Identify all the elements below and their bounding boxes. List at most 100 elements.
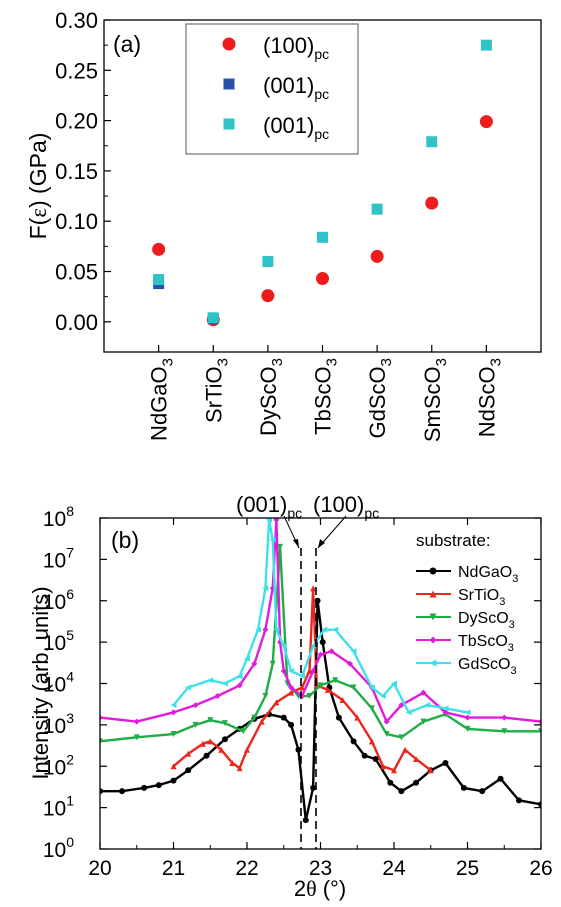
panel-a-x-ticks: NdGaO3 SrTiO3 DyScO3 TbScO3 GdScO3 SmScO3 NdSc… — [147, 345, 504, 442]
series-point-4 — [288, 668, 295, 675]
series-point-1 — [258, 718, 265, 725]
data-point-series-2 — [371, 203, 383, 215]
series-point-4 — [269, 536, 276, 543]
panel-b-x-ticks: 20 21 22 23 24 25 26 — [88, 518, 553, 880]
series-point-3 — [346, 660, 353, 667]
legend-marker-3 — [429, 636, 437, 644]
series-point-3 — [288, 684, 295, 691]
series-point-0 — [100, 788, 103, 795]
x-tick-label: NdScO3 — [474, 358, 504, 437]
series-point-2 — [133, 734, 140, 741]
series-point-0 — [497, 775, 504, 782]
legend-label-1: SrTiO3 — [458, 587, 505, 608]
series-point-2 — [100, 738, 103, 745]
y-tick-label: 0.10 — [55, 209, 98, 234]
y-tick-label: 106 — [43, 586, 74, 614]
series-point-1 — [185, 750, 192, 757]
panel-b: (b) 100 101 102 103 104 105 106 107 108 20 21 22 23… — [28, 492, 553, 901]
panel-a-y-axis-label: F(ε) (GPa) — [25, 133, 51, 240]
series-point-0 — [479, 788, 486, 795]
series-point-1 — [170, 763, 177, 770]
series-point-4 — [424, 702, 431, 709]
y-tick-label: 0.05 — [55, 260, 98, 285]
x-tick-label: 20 — [88, 857, 111, 880]
series-point-2 — [277, 543, 284, 550]
y-tick-label: 100 — [43, 834, 74, 862]
series-point-2 — [207, 717, 214, 724]
y-tick-label: 101 — [43, 793, 74, 821]
series-point-1 — [306, 668, 313, 675]
series-point-3 — [214, 692, 221, 699]
series-point-1 — [273, 699, 280, 706]
legend-label-3: TbScO3 — [458, 633, 514, 654]
x-tick-label: SrTiO3 — [201, 358, 231, 423]
series-point-2 — [383, 731, 390, 738]
series-point-1 — [229, 759, 236, 766]
series-point-2 — [420, 718, 427, 725]
series-point-0 — [515, 797, 522, 804]
series-point-1 — [310, 585, 317, 592]
series-point-0 — [310, 784, 317, 791]
series-point-0 — [302, 817, 309, 824]
y-tick-label: 108 — [43, 503, 74, 531]
series-point-3 — [383, 718, 390, 725]
panel-a: (a) 0.00 0.05 0.10 0.15 0.20 0.25 0.30 NdGaO3 S… — [25, 8, 542, 442]
series-point-4 — [368, 684, 375, 691]
panel-a-y-ticks: 0.00 0.05 0.10 0.15 0.20 0.25 0.30 — [55, 8, 111, 335]
series-point-0 — [185, 767, 192, 774]
series-point-2 — [350, 684, 357, 691]
series-point-0 — [295, 746, 302, 753]
x-tick-label: 25 — [456, 857, 479, 880]
series-point-3 — [310, 668, 317, 675]
series-point-1 — [427, 767, 434, 774]
series-point-4 — [299, 673, 306, 680]
data-point-series-0 — [425, 196, 439, 210]
series-point-4 — [379, 692, 386, 699]
series-point-4 — [442, 705, 449, 712]
series-point-1 — [244, 746, 250, 753]
series-point-0 — [319, 639, 326, 646]
series-point-1 — [379, 763, 386, 770]
series-point-0 — [280, 714, 287, 721]
series-point-1 — [402, 746, 409, 753]
series-point-1 — [413, 755, 420, 762]
series-point-4 — [236, 673, 243, 680]
data-point-series-0 — [152, 242, 166, 256]
y-tick-label: 105 — [43, 627, 74, 655]
panel-b-legend-title: substrate: — [416, 531, 491, 550]
y-tick-label: 0.00 — [55, 310, 98, 335]
series-point-2 — [368, 705, 375, 712]
series-point-0 — [141, 784, 148, 791]
series-point-1 — [207, 738, 214, 745]
x-tick-label: 26 — [529, 857, 552, 880]
series-point-2 — [192, 721, 199, 728]
data-point-series-0 — [261, 289, 275, 303]
legend-marker-0 — [222, 37, 236, 51]
series-point-0 — [442, 759, 449, 766]
series-point-0 — [155, 782, 162, 789]
data-point-series-2 — [207, 312, 219, 324]
series-point-3 — [442, 709, 449, 716]
series-point-1 — [324, 686, 331, 693]
series-point-2 — [251, 714, 258, 721]
series-point-0 — [288, 721, 295, 728]
panel-b-label: (b) — [111, 527, 139, 553]
series-point-1 — [288, 689, 295, 696]
y-tick-label: 104 — [43, 669, 74, 697]
series-point-2 — [501, 728, 508, 735]
panel-a-legend-box — [185, 23, 359, 155]
series-point-4 — [185, 684, 192, 691]
series-point-3 — [317, 651, 324, 658]
x-tick-label: DyScO3 — [256, 358, 286, 436]
series-point-0 — [460, 784, 467, 791]
y-tick-label: 103 — [43, 710, 74, 738]
series-point-3 — [273, 518, 280, 523]
series-point-0 — [413, 779, 420, 786]
panel-b-y-ticks: 100 101 102 103 104 105 106 107 108 — [43, 503, 541, 862]
series-point-1 — [368, 738, 375, 745]
data-point-series-0 — [370, 249, 384, 263]
legend-label-4: GdScO3 — [458, 656, 517, 677]
series-point-3 — [398, 702, 405, 709]
series-point-4 — [273, 626, 280, 633]
